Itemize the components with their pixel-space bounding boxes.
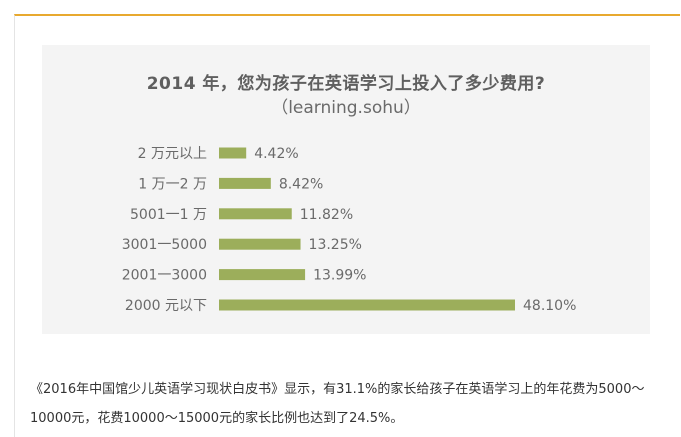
chart-title: 2014 年，您为孩子在英语学习上投入了多少费用?	[146, 74, 546, 94]
bar	[219, 269, 306, 281]
value-label: 13.25%	[309, 237, 362, 253]
category-label: 5001一1 万	[130, 207, 207, 223]
bar	[219, 177, 271, 189]
value-label: 13.99%	[313, 268, 366, 284]
value-label: 48.10%	[523, 298, 576, 314]
bar	[219, 208, 292, 220]
category-label: 1 万一2 万	[138, 176, 207, 192]
category-label: 2000 元以下	[125, 298, 207, 314]
category-label: 2001一3000	[122, 268, 207, 284]
value-label: 8.42%	[279, 176, 323, 192]
bar	[219, 147, 247, 159]
value-label: 11.82%	[300, 207, 353, 223]
bar	[219, 299, 515, 311]
category-label: 3001一5000	[122, 237, 207, 253]
chart-image: 2014 年，您为孩子在英语学习上投入了多少费用? （learning.sohu…	[42, 45, 650, 334]
bar-chart: 2 万元以上 4.42% 1 万一2 万 8.42% 5001一1 万 11.82% 300…	[122, 146, 577, 314]
value-label: 4.42%	[254, 146, 298, 162]
bar	[219, 238, 301, 250]
caption-text: 《2016年中国馆少儿英语学习现状白皮书》显示，有31.1%的家长给孩子在英语学…	[30, 382, 645, 426]
chart-subtitle: （learning.sohu）	[271, 98, 421, 118]
category-label: 2 万元以上	[138, 146, 207, 162]
